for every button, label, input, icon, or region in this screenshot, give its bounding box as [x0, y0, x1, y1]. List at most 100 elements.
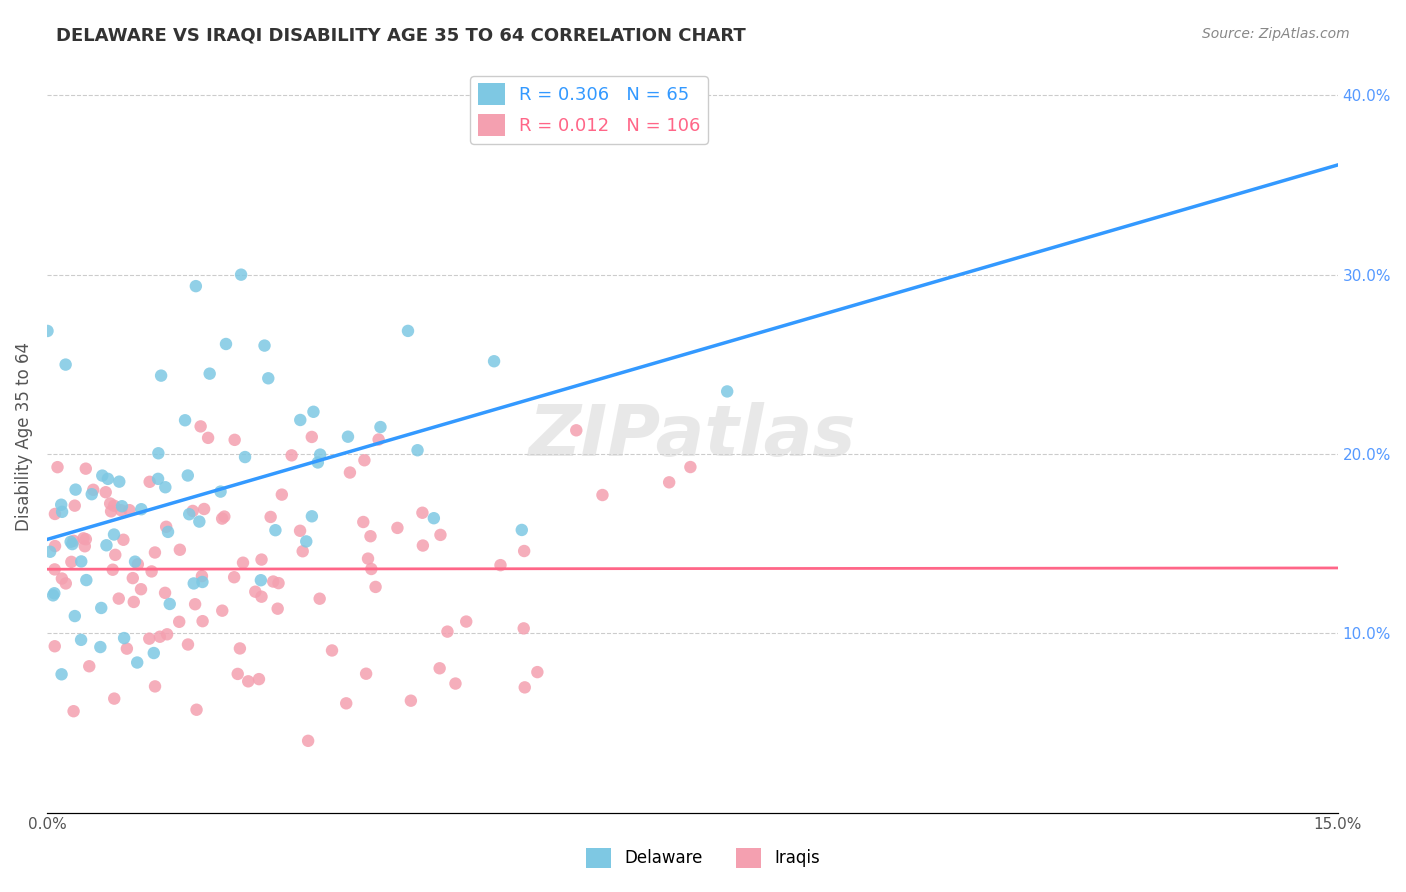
- Point: [367, 433, 389, 447]
- Point: [155, 520, 177, 534]
- Point: [513, 681, 536, 695]
- Point: [94, 485, 117, 500]
- Point: [112, 533, 135, 547]
- Point: [51, 505, 73, 519]
- Point: [70, 554, 93, 568]
- Legend: Delaware, Iraqis: Delaware, Iraqis: [579, 841, 827, 875]
- Point: [44, 640, 66, 654]
- Point: [80, 487, 103, 501]
- Point: [360, 529, 382, 543]
- Legend: R = 0.306   N = 65, R = 0.012   N = 106: R = 0.306 N = 65, R = 0.012 N = 106: [471, 76, 707, 144]
- Point: [75, 461, 97, 475]
- Point: [63, 499, 86, 513]
- Point: [336, 430, 359, 444]
- Point: [297, 734, 319, 748]
- Point: [679, 460, 702, 475]
- Point: [353, 453, 375, 467]
- Point: [456, 615, 478, 629]
- Point: [138, 632, 160, 646]
- Point: [103, 527, 125, 541]
- Point: [257, 371, 280, 385]
- Point: [97, 472, 120, 486]
- Point: [354, 666, 377, 681]
- Point: [143, 680, 166, 694]
- Y-axis label: Disability Age 35 to 64: Disability Age 35 to 64: [15, 342, 32, 531]
- Point: [308, 591, 330, 606]
- Point: [75, 573, 97, 587]
- Point: [238, 674, 260, 689]
- Point: [44, 507, 66, 521]
- Point: [214, 509, 236, 524]
- Point: [436, 624, 458, 639]
- Text: ZIPatlas: ZIPatlas: [529, 401, 856, 471]
- Point: [245, 584, 267, 599]
- Point: [75, 533, 97, 547]
- Point: [197, 431, 219, 445]
- Point: [150, 368, 173, 383]
- Point: [186, 703, 208, 717]
- Point: [177, 468, 200, 483]
- Point: [209, 484, 232, 499]
- Point: [513, 544, 536, 558]
- Point: [51, 498, 73, 512]
- Point: [259, 510, 281, 524]
- Point: [191, 574, 214, 589]
- Point: [339, 466, 361, 480]
- Point: [411, 506, 433, 520]
- Point: [370, 420, 392, 434]
- Point: [98, 496, 121, 510]
- Point: [429, 528, 451, 542]
- Point: [110, 503, 132, 517]
- Point: [153, 586, 176, 600]
- Point: [77, 659, 100, 673]
- Point: [335, 696, 357, 710]
- Point: [224, 433, 246, 447]
- Point: [108, 475, 131, 489]
- Point: [193, 502, 215, 516]
- Point: [146, 472, 169, 486]
- Point: [399, 694, 422, 708]
- Point: [183, 576, 205, 591]
- Point: [37, 324, 59, 338]
- Point: [211, 604, 233, 618]
- Point: [89, 640, 111, 654]
- Point: [129, 502, 152, 516]
- Point: [262, 574, 284, 589]
- Point: [184, 279, 207, 293]
- Point: [512, 621, 534, 635]
- Point: [229, 268, 252, 282]
- Point: [309, 448, 332, 462]
- Point: [63, 609, 86, 624]
- Point: [226, 667, 249, 681]
- Point: [157, 524, 180, 539]
- Point: [716, 384, 738, 399]
- Point: [658, 475, 681, 490]
- Point: [60, 555, 83, 569]
- Point: [211, 511, 233, 525]
- Point: [103, 691, 125, 706]
- Point: [96, 538, 118, 552]
- Point: [295, 534, 318, 549]
- Point: [122, 595, 145, 609]
- Point: [270, 488, 292, 502]
- Point: [62, 533, 84, 548]
- Point: [55, 576, 77, 591]
- Point: [91, 468, 114, 483]
- Point: [250, 590, 273, 604]
- Point: [280, 448, 302, 462]
- Point: [301, 509, 323, 524]
- Point: [387, 521, 409, 535]
- Point: [129, 582, 152, 597]
- Point: [364, 580, 387, 594]
- Point: [143, 545, 166, 559]
- Point: [215, 337, 238, 351]
- Point: [264, 523, 287, 537]
- Point: [290, 413, 312, 427]
- Point: [267, 576, 290, 591]
- Point: [169, 542, 191, 557]
- Point: [360, 562, 382, 576]
- Point: [224, 570, 246, 584]
- Point: [510, 523, 533, 537]
- Point: [142, 646, 165, 660]
- Point: [104, 548, 127, 562]
